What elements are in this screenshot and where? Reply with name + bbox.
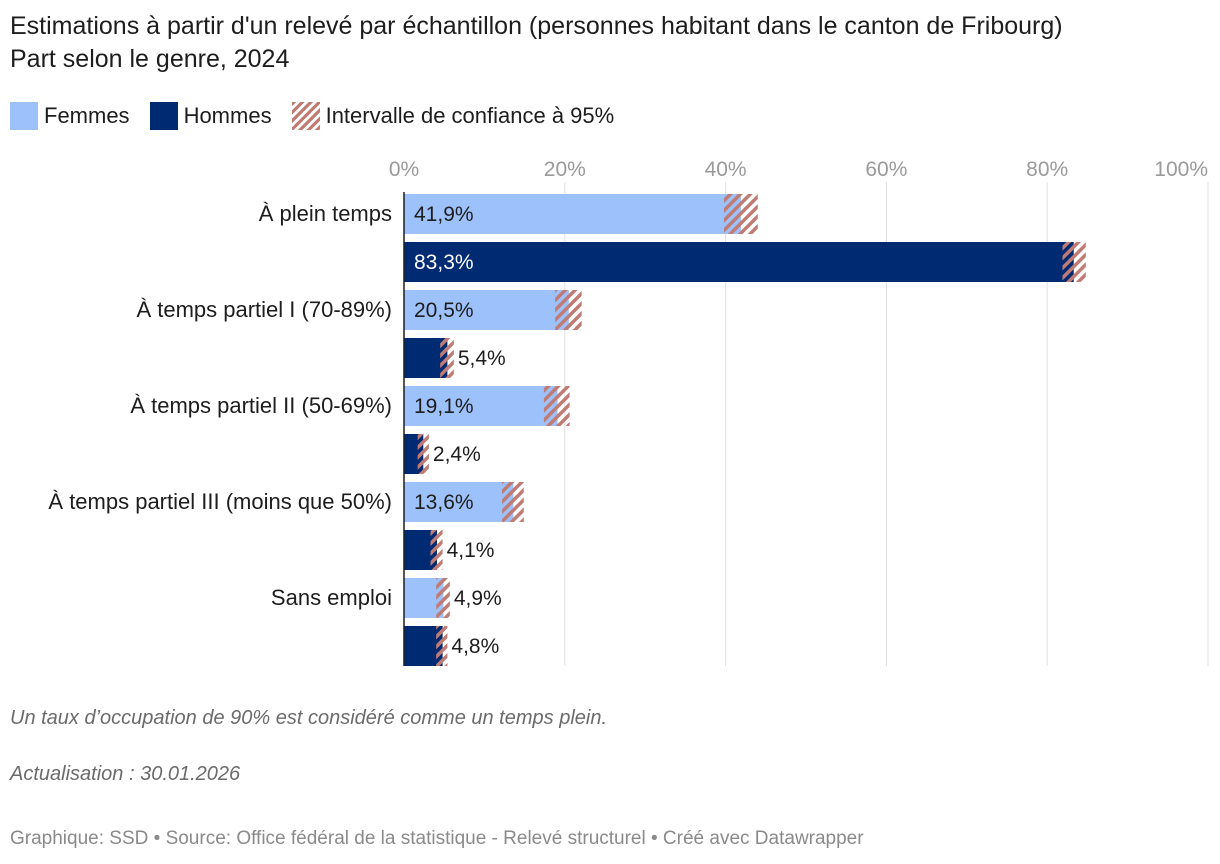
legend-item-hommes: Hommes [149,102,272,130]
legend: Femmes Hommes Intervalle de confiance à … [10,101,634,131]
confidence-interval [436,626,448,666]
bar-value-label: 41,9% [414,203,474,226]
bar-femmes [404,194,741,234]
legend-item-femmes: Femmes [10,102,130,130]
bar-hommes [404,242,1074,282]
x-tick-label: 20% [544,158,586,181]
bar-value-label: 4,9% [454,587,502,610]
confidence-interval [417,434,429,474]
bar-value-label: 4,8% [451,635,499,658]
category-label: À temps partiel III (moins que 50%) [48,489,392,514]
x-tick-label: 60% [865,158,907,181]
bar-chart: 0% 20% 40% 60% 80% 100% 41,9% 83,3% À plein tem… [48,158,1209,666]
legend-label-ci: Intervalle de confiance à 95% [325,103,615,128]
category-label: Sans emploi [271,585,392,610]
confidence-interval [440,338,454,378]
category-label: À temps partiel I (70-89%) [136,297,392,322]
bar-value-label: 4,1% [447,539,495,562]
bar-value-label: 19,1% [414,395,474,418]
bar-value-label: 2,4% [433,443,481,466]
legend-swatch-femmes [10,102,38,130]
confidence-interval [1062,242,1086,282]
footnote: Un taux d’occupation de 90% est considér… [10,707,608,729]
confidence-interval [430,530,443,570]
legend-swatch-hommes [149,102,178,130]
confidence-interval [723,194,758,234]
confidence-interval [502,482,524,522]
x-tick-label: 0% [389,158,419,181]
bar-value-label: 13,6% [414,491,474,514]
bar-femmes [404,386,558,426]
bar-femmes [404,482,514,522]
legend-swatch-ci [291,102,320,130]
legend-label-hommes: Hommes [183,103,272,128]
bar-femmes [404,290,569,330]
x-tick-label: 80% [1026,158,1068,181]
category-label: À plein temps [259,201,392,226]
update-date: Actualisation : 30.01.2026 [10,763,241,785]
x-tick-label: 100% [1154,158,1208,181]
chart-title-line1: Estimations à partir d'un relevé par éch… [10,12,1063,40]
confidence-interval [555,290,582,330]
confidence-interval [543,386,570,426]
bar-value-label: 20,5% [414,299,474,322]
bar-value-label: 83,3% [414,251,474,274]
source-footer: Graphique: SSD • Source: Office fédéral … [10,828,864,849]
confidence-interval [436,578,450,618]
category-label: À temps partiel II (50-69%) [130,393,392,418]
bar-value-label: 5,4% [458,347,506,370]
legend-item-ci: Intervalle de confiance à 95% [291,102,615,130]
chart-title: Estimations à partir d'un relevé par éch… [10,10,1063,76]
legend-label-femmes: Femmes [44,103,130,128]
chart-subtitle: Part selon le genre, 2024 [10,45,290,73]
x-tick-label: 40% [705,158,747,181]
